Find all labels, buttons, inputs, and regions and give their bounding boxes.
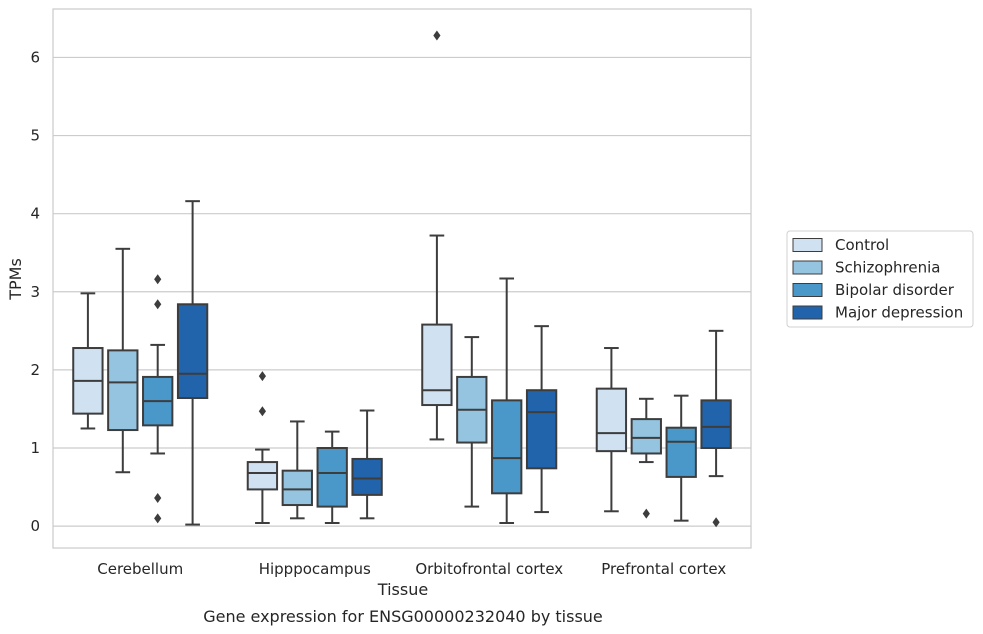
legend-entry: Bipolar disorder	[835, 281, 955, 299]
x-tick-label: Prefrontal cortex	[601, 560, 726, 578]
gridlines	[53, 56, 751, 527]
box-2-2	[491, 277, 523, 525]
y-tick-label: 3	[30, 283, 40, 301]
box-1-3	[351, 409, 383, 520]
outlier-marker	[433, 30, 441, 41]
y-tick-label: 2	[30, 361, 40, 379]
outlier-marker	[258, 406, 266, 417]
box-iqr	[665, 426, 697, 478]
legend-entry: Control	[835, 236, 889, 254]
box-0-3	[176, 200, 209, 526]
legend-swatch	[792, 283, 823, 297]
x-axis-label: Tissue	[377, 580, 428, 599]
box-iqr	[281, 469, 313, 507]
box-0-1	[107, 247, 139, 474]
y-tick-label: 1	[30, 439, 40, 457]
box-iqr	[595, 387, 628, 453]
x-tick-label: Hipppocampus	[259, 560, 371, 578]
x-tick-labels: Cerebellum Hipppocampus Orbitofrontal cort…	[97, 560, 726, 578]
outlier-marker	[154, 493, 162, 504]
box-iqr	[421, 323, 453, 407]
box-iqr	[316, 447, 348, 508]
box-3-2	[665, 394, 697, 522]
plot-frame	[52, 8, 752, 549]
box-iqr	[700, 399, 732, 450]
outlier-marker	[154, 299, 162, 310]
y-axis-label: TPMs	[6, 258, 25, 301]
plot-area	[53, 9, 751, 548]
legend-swatch	[792, 260, 823, 275]
box-3-1	[630, 397, 662, 519]
box-2-0	[421, 30, 453, 441]
box-0-0	[72, 292, 104, 430]
box-1-0	[246, 371, 279, 525]
legend-swatch	[792, 238, 823, 252]
y-tick-labels: 0 1 2 3 4 5 6	[30, 48, 40, 535]
outlier-marker	[712, 517, 720, 528]
box-2-1	[456, 336, 488, 508]
y-tick-label: 5	[30, 127, 40, 145]
outlier-marker	[154, 513, 162, 524]
box-iqr	[246, 461, 279, 491]
chart-caption: Gene expression for ENSG00000232040 by t…	[203, 607, 603, 626]
box-iqr	[351, 457, 383, 496]
box-1-1	[281, 420, 313, 520]
legend-entry: Schizophrenia	[835, 259, 940, 277]
x-tick-label: Cerebellum	[97, 560, 183, 578]
legend-frame	[786, 230, 974, 328]
y-tick-label: 4	[30, 205, 40, 223]
legend-swatch	[792, 305, 823, 320]
legend: Control Schizophrenia Bipolar disorder Majo…	[786, 230, 974, 328]
box-3-3	[700, 329, 732, 528]
y-tick-label: 6	[30, 48, 40, 66]
y-tick-label: 0	[30, 517, 40, 535]
x-tick-label: Orbitofrontal cortex	[415, 560, 563, 578]
box-iqr	[107, 349, 139, 432]
box-0-2	[142, 274, 174, 524]
outlier-marker	[258, 371, 266, 382]
box-iqr	[491, 399, 523, 495]
outlier-marker	[642, 508, 650, 519]
box-2-3	[525, 325, 558, 514]
box-1-2	[316, 430, 348, 525]
outlier-marker	[154, 274, 162, 285]
boxes	[72, 30, 732, 528]
legend-entry: Major depression	[835, 304, 963, 322]
box-iqr	[525, 389, 558, 470]
box-3-0	[595, 347, 628, 513]
box-iqr	[630, 418, 662, 455]
box-iqr	[176, 303, 209, 400]
